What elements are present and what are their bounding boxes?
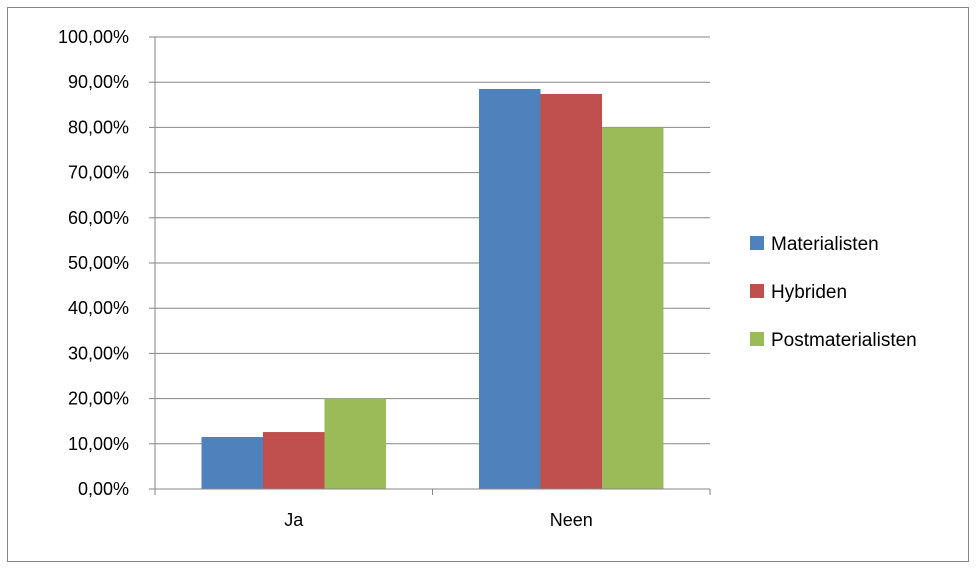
y-tick-label: 50,00% — [68, 253, 129, 273]
x-tick-labels: Ja Neen — [284, 510, 593, 530]
x-tick-label: Neen — [550, 510, 593, 530]
y-tick-label: 80,00% — [68, 117, 129, 137]
legend: Materialisten Hybriden Postmaterialisten — [750, 234, 917, 351]
bars — [201, 88, 664, 490]
bar-hybriden-ja — [263, 432, 325, 489]
legend-swatch — [750, 236, 764, 250]
y-tick-label: 10,00% — [68, 434, 129, 454]
y-tick-label: 40,00% — [68, 298, 129, 318]
bar-materialisten-neen — [479, 88, 541, 489]
bar-postmaterialisten-ja — [324, 398, 386, 489]
y-tick-label: 30,00% — [68, 343, 129, 363]
bar-postmaterialisten-neen — [601, 127, 664, 490]
bar-hybriden-neen — [540, 93, 602, 490]
bar-materialisten-ja — [201, 437, 264, 489]
y-tick-label: 20,00% — [68, 389, 129, 409]
legend-label: Materialisten — [771, 234, 879, 255]
legend-label: Postmaterialisten — [771, 330, 917, 351]
y-tick-label: 70,00% — [68, 163, 129, 183]
y-tick-labels: 0,00% 10,00% 20,00% 30,00% 40,00% 50,00% 60,00… — [58, 27, 129, 499]
legend-swatch — [750, 332, 764, 346]
y-tick-label: 90,00% — [68, 72, 129, 92]
y-tick-label: 60,00% — [68, 208, 129, 228]
y-tick-label: 100,00% — [58, 27, 129, 47]
axes — [149, 36, 711, 495]
x-tick-label: Ja — [284, 510, 304, 530]
legend-swatch — [750, 284, 764, 298]
y-tick-label: 0,00% — [78, 479, 129, 499]
legend-label: Hybriden — [771, 282, 847, 303]
